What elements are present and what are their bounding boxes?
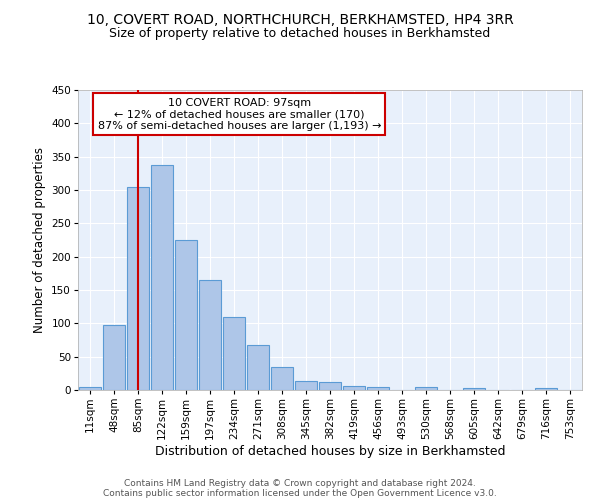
Bar [103, 326, 125, 390]
X-axis label: Distribution of detached houses by size in Berkhamsted: Distribution of detached houses by size … [155, 444, 505, 458]
Bar [367, 388, 389, 390]
Bar [127, 188, 149, 390]
Bar [295, 382, 317, 390]
Text: Size of property relative to detached houses in Berkhamsted: Size of property relative to detached ho… [109, 28, 491, 40]
Bar [151, 164, 173, 390]
Text: Contains HM Land Registry data © Crown copyright and database right 2024.: Contains HM Land Registry data © Crown c… [124, 478, 476, 488]
Bar [175, 240, 197, 390]
Text: 10 COVERT ROAD: 97sqm
← 12% of detached houses are smaller (170)
87% of semi-det: 10 COVERT ROAD: 97sqm ← 12% of detached … [98, 98, 381, 130]
Bar [415, 388, 437, 390]
Bar [343, 386, 365, 390]
Bar [319, 382, 341, 390]
Bar [463, 388, 485, 390]
Bar [223, 318, 245, 390]
Text: Contains public sector information licensed under the Open Government Licence v3: Contains public sector information licen… [103, 488, 497, 498]
Text: 10, COVERT ROAD, NORTHCHURCH, BERKHAMSTED, HP4 3RR: 10, COVERT ROAD, NORTHCHURCH, BERKHAMSTE… [86, 12, 514, 26]
Y-axis label: Number of detached properties: Number of detached properties [33, 147, 46, 333]
Bar [199, 280, 221, 390]
Bar [271, 366, 293, 390]
Bar [79, 388, 101, 390]
Bar [535, 388, 557, 390]
Bar [247, 346, 269, 390]
